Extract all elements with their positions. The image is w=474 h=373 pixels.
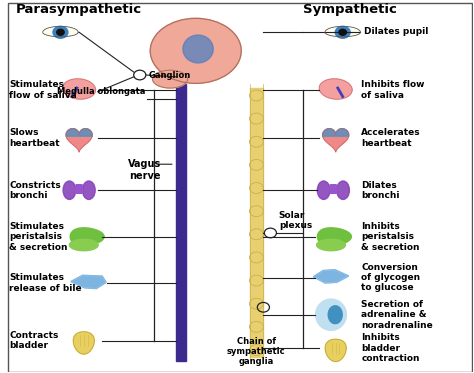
Polygon shape — [66, 129, 92, 152]
Polygon shape — [313, 270, 349, 283]
Circle shape — [249, 275, 263, 286]
Ellipse shape — [153, 70, 188, 88]
Text: Constricts
bronchi: Constricts bronchi — [9, 181, 61, 200]
Text: Dilates
bronchi: Dilates bronchi — [361, 181, 400, 200]
Circle shape — [249, 298, 263, 309]
Ellipse shape — [63, 181, 76, 200]
Polygon shape — [313, 270, 349, 283]
Text: Dilates pupil: Dilates pupil — [364, 26, 428, 36]
Polygon shape — [316, 299, 346, 330]
Polygon shape — [71, 275, 106, 289]
Ellipse shape — [317, 181, 330, 200]
Ellipse shape — [150, 18, 241, 84]
Text: Slows
heartbeat: Slows heartbeat — [9, 128, 60, 148]
Polygon shape — [70, 228, 104, 245]
Text: Chain of
sympathetic
ganglia: Chain of sympathetic ganglia — [227, 336, 286, 366]
Circle shape — [335, 26, 350, 38]
Polygon shape — [328, 306, 342, 324]
FancyBboxPatch shape — [76, 185, 82, 193]
Circle shape — [57, 29, 64, 35]
Circle shape — [249, 206, 263, 217]
Polygon shape — [43, 26, 78, 37]
Circle shape — [249, 229, 263, 240]
Ellipse shape — [337, 181, 349, 200]
Text: Secretion of
adrenaline &
noradrenaline: Secretion of adrenaline & noradrenaline — [361, 300, 433, 330]
Circle shape — [249, 182, 263, 194]
Text: Inhibits
bladder
contraction: Inhibits bladder contraction — [361, 333, 420, 363]
Circle shape — [249, 90, 263, 101]
Text: Medulla oblongata: Medulla oblongata — [57, 87, 146, 96]
Text: Stimulates
peristalsis
& secretion: Stimulates peristalsis & secretion — [9, 222, 68, 251]
Text: Contracts
bladder: Contracts bladder — [9, 331, 58, 350]
Polygon shape — [325, 339, 346, 361]
Text: Sympathetic: Sympathetic — [303, 3, 397, 16]
Polygon shape — [323, 129, 349, 136]
Text: Solar
plexus: Solar plexus — [279, 211, 312, 230]
Circle shape — [249, 322, 263, 332]
Polygon shape — [317, 239, 346, 251]
Circle shape — [249, 159, 263, 170]
Circle shape — [249, 345, 263, 355]
Polygon shape — [176, 84, 186, 361]
Text: Conversion
of glycogen
to glucose: Conversion of glycogen to glucose — [361, 263, 420, 292]
Polygon shape — [69, 239, 98, 251]
Text: Inhibits
peristalsis
& secretion: Inhibits peristalsis & secretion — [361, 222, 420, 251]
Ellipse shape — [183, 35, 213, 63]
Ellipse shape — [82, 181, 95, 200]
Polygon shape — [66, 129, 92, 136]
Circle shape — [249, 136, 263, 147]
Text: Stimulates
flow of saliva: Stimulates flow of saliva — [9, 80, 77, 100]
Polygon shape — [71, 275, 106, 289]
Text: Ganglion: Ganglion — [148, 70, 191, 79]
Circle shape — [249, 252, 263, 263]
Polygon shape — [319, 79, 352, 99]
Text: Parasympathetic: Parasympathetic — [16, 3, 142, 16]
Polygon shape — [63, 79, 96, 99]
Text: Stimulates
release of bile: Stimulates release of bile — [9, 273, 82, 293]
Text: Inhibits flow
of saliva: Inhibits flow of saliva — [361, 80, 425, 100]
Circle shape — [249, 113, 263, 124]
Polygon shape — [323, 129, 349, 152]
Text: Vagus
nerve: Vagus nerve — [128, 159, 161, 181]
FancyBboxPatch shape — [330, 185, 337, 193]
Circle shape — [53, 26, 68, 38]
Text: Accelerates
heartbeat: Accelerates heartbeat — [361, 128, 421, 148]
Polygon shape — [325, 26, 360, 37]
Circle shape — [339, 29, 346, 35]
Polygon shape — [318, 228, 351, 245]
Polygon shape — [73, 332, 94, 354]
